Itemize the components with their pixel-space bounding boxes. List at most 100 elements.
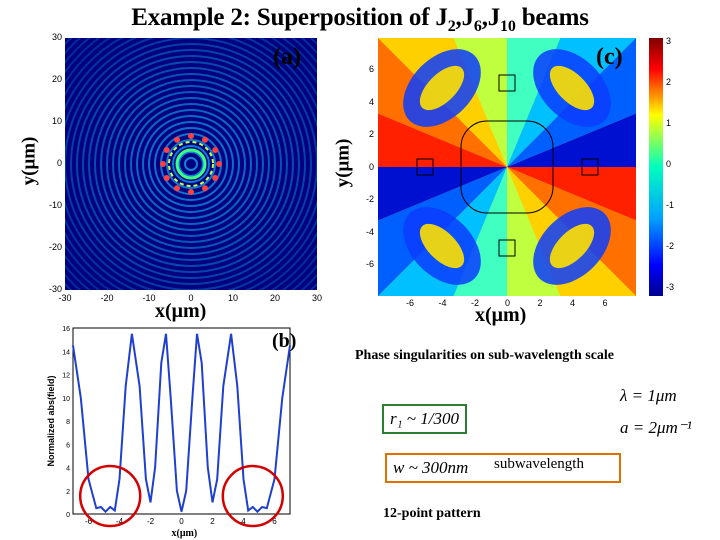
panel-a-ytick: 10 [51, 116, 62, 126]
panel-b-ytick: 14 [62, 349, 70, 356]
interference-ring [82, 55, 300, 273]
phase-sector [507, 167, 561, 296]
phase-sector [453, 38, 507, 167]
panel-a-xtick: 0 [188, 293, 194, 303]
colorbar-tick: 2 [666, 77, 672, 87]
panel-a-ytick: 20 [51, 74, 62, 84]
phase-sector [507, 38, 561, 167]
panel-a-ytick: 30 [51, 32, 62, 42]
phase-sector [453, 167, 507, 296]
phase-lobe-core [419, 223, 465, 269]
panel-b-ytick: 8 [66, 419, 70, 426]
panel-a-ytick: -20 [48, 242, 62, 252]
panel-b-xtick: 4 [241, 517, 246, 526]
panel-b-xtick: 6 [272, 517, 277, 526]
interference-ring [124, 97, 258, 231]
panel-b-ytick: 16 [62, 326, 70, 333]
colorbar-tick: -1 [666, 200, 675, 210]
colorbar-tick: -2 [666, 241, 675, 251]
hot-spot [188, 189, 194, 195]
central-vortex-boundary [460, 120, 554, 214]
hot-spot [216, 161, 222, 167]
hot-spot [174, 185, 180, 192]
hot-spot [163, 175, 170, 181]
phase-sector [378, 113, 507, 167]
center-ring [175, 148, 207, 180]
colorbar-tick: 0 [666, 159, 672, 169]
hot-spot [212, 147, 219, 153]
panel-c-ytick: -6 [365, 259, 374, 269]
hot-spot [188, 133, 194, 139]
line-plot-b: -6 -4 -2 0 2 4 6 16 14 12 10 8 6 4 2 0 x(μm) Normalized a… [46, 326, 291, 539]
center-ring [168, 141, 214, 187]
phase-caption: Phase singularities on sub-wavelength sc… [355, 348, 615, 363]
hot-spot [163, 147, 170, 153]
panel-a-label: (a) [273, 44, 301, 70]
colorbar-tick: 3 [666, 36, 672, 46]
hot-spot [202, 136, 208, 143]
r-equation-box: r₁ ~ 1/300 [382, 404, 467, 434]
interference-ring [100, 73, 282, 255]
panel-b-ylabel: Normalized abs(field) [46, 375, 56, 466]
interference-ring [118, 91, 264, 237]
panel-c-ytick: 4 [368, 96, 374, 107]
panel-c-ytick: 6 [368, 64, 374, 74]
panel-a-xlabel: x(μm) [155, 300, 207, 322]
panel-a-xtick: -20 [100, 293, 114, 303]
interference-ring [130, 103, 252, 225]
panel-a-ytick: -10 [48, 200, 62, 210]
panel-b-ytick: 12 [62, 373, 70, 380]
panel-a-xtick: 20 [269, 293, 280, 303]
interference-ring [88, 61, 294, 267]
phase-lobe-core [419, 65, 465, 111]
interference-ring [178, 151, 204, 177]
panel-c-xtick: 2 [537, 298, 543, 308]
panel-a-xtick: 30 [311, 293, 322, 303]
panel-b-ytick: 0 [66, 512, 70, 519]
panel-c-label: (c) [596, 44, 623, 70]
panel-c-xtick: -4 [438, 298, 447, 308]
hot-spot [202, 185, 208, 192]
hot-spot [174, 136, 180, 143]
hot-spot [212, 175, 219, 181]
panel-b-label: (b) [272, 330, 297, 352]
interference-ring [184, 157, 198, 171]
colorbar-tick: 1 [666, 118, 672, 128]
subwavelength-label: subwavelength [494, 456, 584, 472]
interference-ring [166, 139, 216, 189]
interference-ring [172, 145, 210, 183]
a-equation: a = 2μm⁻¹ [620, 418, 692, 437]
colorbar-tick: -3 [666, 282, 675, 292]
dip-highlight-circle [221, 464, 285, 528]
singularity-box [498, 74, 516, 92]
pattern-caption: 12-point pattern [383, 506, 481, 521]
interference-ring [94, 67, 288, 261]
interference-ring [112, 85, 270, 243]
interference-ring [76, 49, 306, 279]
lambda-equation: λ = 1μm [620, 386, 677, 405]
panel-b-xtick: -6 [85, 517, 93, 526]
phase-sector [507, 167, 636, 221]
panel-c-xtick: 0 [504, 298, 510, 308]
panel-c-ytick: -4 [365, 226, 374, 237]
panel-c-xtick: 4 [569, 298, 575, 308]
hot-spot [160, 161, 166, 167]
panel-b-xtick: -2 [147, 517, 155, 526]
panel-c-xtick: -6 [405, 298, 414, 308]
panel-a-xtick: -30 [58, 293, 72, 303]
phase-lobe-core [549, 65, 595, 111]
panel-b-ytick: 4 [66, 466, 70, 473]
panel-a-xtick: 10 [227, 293, 238, 303]
interference-ring [142, 115, 240, 213]
panel-a-ytick: 0 [56, 158, 62, 168]
panel-b-xtick: -4 [116, 517, 124, 526]
colorbar [649, 38, 663, 296]
singularity-box [416, 158, 434, 176]
field-amplitude-line [72, 333, 291, 514]
panel-b-ytick: 6 [66, 442, 70, 449]
phase-sector [378, 167, 507, 221]
panel-b-ytick: 10 [62, 396, 70, 403]
interference-ring [136, 109, 246, 219]
slide-title: Example 2: Superposition of J2,J6,J10 be… [131, 4, 589, 35]
intensity-map-a [65, 38, 317, 290]
